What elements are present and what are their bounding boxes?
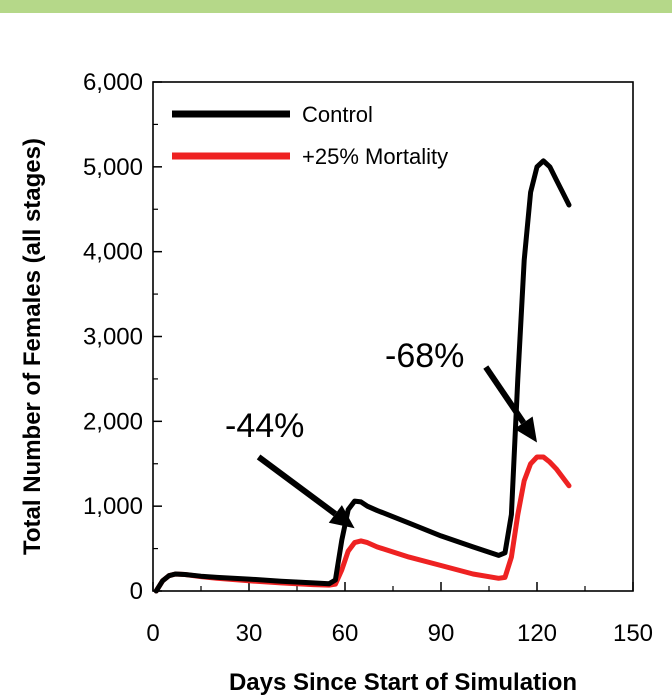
- annotation-arrow-head: [328, 505, 355, 529]
- annotation-arrow-shaft: [256, 454, 338, 517]
- annotation-arrow-shaft: [483, 365, 527, 425]
- y-axis-title: Total Number of Females (all stages): [19, 138, 46, 555]
- series-line-control: [153, 158, 572, 594]
- plot-area-frame: [152, 81, 634, 592]
- y-tick-label: 4,000: [83, 239, 143, 266]
- y-tick-label: 1,000: [83, 493, 143, 520]
- y-tick-label: 2,000: [83, 408, 143, 435]
- annotation-label-68: -68%: [385, 337, 464, 375]
- top-decorative-band: [0, 0, 672, 13]
- x-tick-label: 60: [332, 620, 359, 647]
- annotations: -44% -68%: [225, 337, 537, 529]
- annotation-arrow-head: [514, 416, 537, 443]
- annotation-label-44: -44%: [225, 407, 304, 445]
- x-axis-title: Days Since Start of Simulation: [229, 669, 577, 696]
- legend-label-mortality: +25% Mortality: [302, 144, 448, 169]
- legend: Control +25% Mortality: [172, 102, 448, 169]
- x-tick-label: 120: [517, 620, 557, 647]
- series-layer: [153, 158, 572, 594]
- y-tick-label: 0: [130, 578, 143, 605]
- x-tick-label: 150: [613, 620, 653, 647]
- y-tick-label: 6,000: [83, 69, 143, 96]
- y-axis-ticks: 0 1,000 2,000 3,000 4,000 5,000 6,000: [83, 69, 162, 605]
- x-tick-label: 90: [428, 620, 455, 647]
- x-axis-ticks: 0 30 60 90 120 150: [146, 582, 653, 647]
- series-line-mortality: [153, 454, 572, 594]
- x-tick-label: 30: [236, 620, 263, 647]
- x-tick-label: 0: [146, 620, 159, 647]
- y-tick-label: 5,000: [83, 154, 143, 181]
- y-tick-label: 3,000: [83, 324, 143, 351]
- legend-label-control: Control: [302, 102, 373, 127]
